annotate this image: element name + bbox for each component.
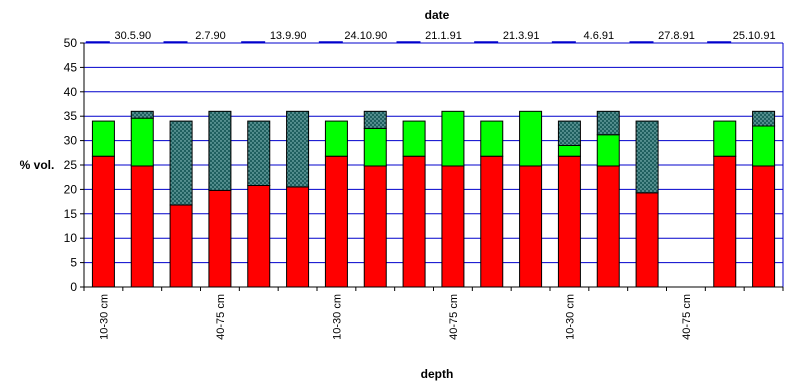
x-tick-label: 10-30 cm [564,294,576,340]
x-axis-title: depth [421,367,454,381]
y-tick-label: 40 [64,85,78,99]
bar-segment-red [480,155,504,288]
x-tick-label: 10-30 cm [98,294,110,340]
chart-title: date [425,8,450,22]
bar-segment-green [557,144,581,157]
bar-segment-green [441,110,465,167]
bar-segment-red [752,165,776,288]
bar-segment-dotted [130,110,154,119]
bar-segment-red [130,165,154,288]
bar-segment-red [208,189,232,288]
bar-segment-dotted [596,110,620,136]
x-tick-label: 40-75 cm [681,294,693,340]
bar-segment-green [402,120,426,157]
y-tick-label: 5 [70,256,77,270]
y-axis-ticks: 0 5 10 15 20 25 30 35 40 45 50 [64,36,84,294]
bar-segment-dotted [363,110,387,129]
bar-segment-green [752,125,776,167]
y-tick-label: 10 [64,231,78,245]
bar-segment-green [91,120,115,157]
bars [91,110,776,288]
axes [83,43,784,291]
date-label: 21.1.91 [425,30,462,42]
bar-segment-green [480,120,504,157]
x-tick-label: 40-75 cm [448,294,460,340]
bar-segment-dotted [557,120,581,146]
x-tick-label: 40-75 cm [215,294,227,340]
bar-segment-dotted [169,120,193,206]
bar-segment-red [713,155,737,288]
bar-segment-dotted [286,110,310,188]
bar-segment-red [596,165,620,288]
y-tick-label: 15 [64,207,78,221]
bar-segment-green [519,110,543,167]
bar-segment-red [324,155,348,288]
bar-segment-dotted [752,110,776,127]
gridlines [84,42,784,287]
bar-segment-dotted [635,120,659,194]
bar-segment-dotted [247,120,271,186]
y-tick-label: 35 [64,109,78,123]
y-tick-label: 30 [64,134,78,148]
y-axis-title: % vol. [20,158,55,172]
y-tick-label: 20 [64,182,78,196]
date-header: 30.5.90 2.7.90 13.9.90 24.10.90 21.1.91 21.3.… [85,30,776,43]
date-label: 13.9.90 [270,30,307,42]
y-tick-label: 0 [70,280,77,294]
x-tick-label: 10-30 cm [331,294,343,340]
bar-segment-green [363,127,387,167]
bar-segment-dotted [208,110,232,191]
bar-segment-red [402,155,426,288]
bar-segment-red [169,204,193,288]
y-tick-label: 25 [64,158,78,172]
bar-segment-red [363,165,387,288]
bar-segment-green [324,120,348,157]
bar-segment-red [441,165,465,288]
y-tick-label: 45 [64,60,78,74]
date-label: 25.10.91 [733,30,776,42]
bar-segment-green [713,120,737,157]
y-tick-label: 50 [64,36,78,50]
bar-segment-red [557,155,581,288]
bar-segment-green [130,117,154,167]
date-label: 2.7.90 [195,30,226,42]
bar-segment-red [91,155,115,288]
date-label: 21.3.91 [503,30,540,42]
date-label: 24.10.90 [344,30,387,42]
bar-segment-red [286,186,310,288]
bar-segment-red [519,165,543,288]
date-label: 4.6.91 [584,30,615,42]
x-axis-ticks: 10-30 cm 40-75 cm 10-30 cm 40-75 cm 10-30 cm… [98,294,693,340]
date-label: 30.5.90 [114,30,151,42]
bar-segment-red [635,192,659,288]
date-label: 27.8.91 [658,30,695,42]
bar-segment-green [596,134,620,167]
bar-segment-red [247,184,271,288]
